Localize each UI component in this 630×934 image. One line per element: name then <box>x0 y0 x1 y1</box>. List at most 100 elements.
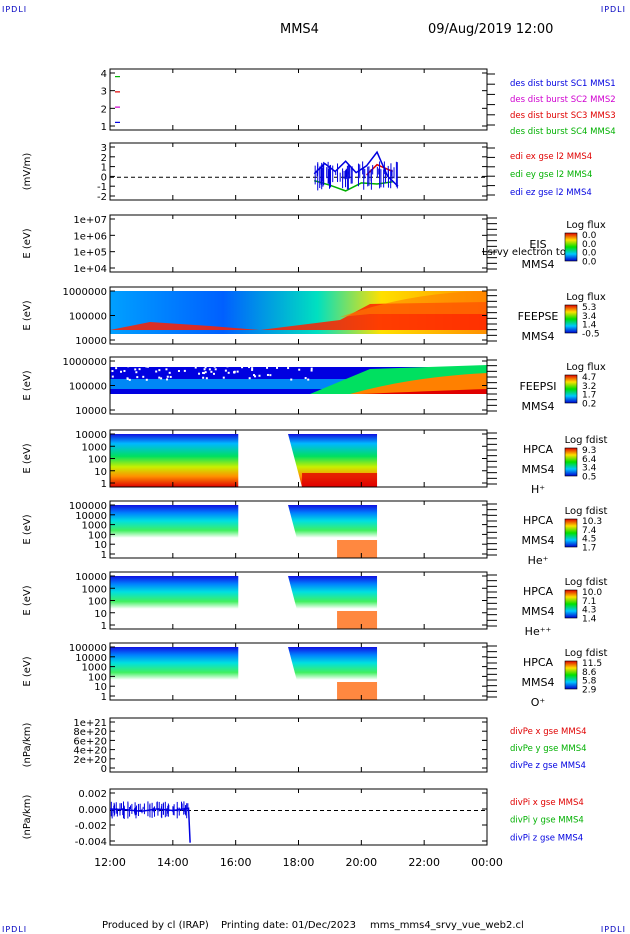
ytick-label: 0.000 <box>78 805 107 816</box>
feepsi-speckle <box>251 368 254 371</box>
ylabel: E (eV) <box>22 370 33 400</box>
cbar-tick: 6.4 <box>582 455 597 465</box>
feepsi-speckle <box>165 368 168 371</box>
colorbar <box>564 660 578 690</box>
panel-feepsi: 1000000 100000 10000 E (eV) FEEPSI MMS4 Log fl… <box>22 356 606 417</box>
feepsi-speckle <box>310 369 313 372</box>
ytick-label: 1 <box>101 163 107 174</box>
ytick-label: 4e+20 <box>73 746 107 757</box>
feepsi-speckle <box>177 370 180 373</box>
legend-entry: divPe x gse MMS4 <box>510 727 587 737</box>
spacecraft-title: MMS4 <box>280 22 319 37</box>
ytick-label: 10000 <box>75 511 107 522</box>
feepsi-speckle <box>142 375 145 378</box>
ytick-label: 1 <box>101 692 107 703</box>
ytick-label: 1000 <box>82 584 107 595</box>
colorbar <box>564 304 578 334</box>
legend-entry: divPe z gse MMS4 <box>510 761 586 771</box>
cbar-tick: 4.3 <box>582 606 596 616</box>
feepsi-speckle <box>203 372 206 375</box>
footer-printing: Printing date: 01/Dec/2023 <box>221 920 357 931</box>
corner-top-left: IPDLI <box>2 5 28 14</box>
feepsi-speckle <box>310 367 313 370</box>
feepsi-speckle <box>127 365 130 368</box>
ylabel: E (eV) <box>22 656 33 686</box>
feepsi-speckle <box>158 369 161 372</box>
xtick-label: 20:00 <box>345 856 377 869</box>
ylabel: E (eV) <box>22 443 33 473</box>
feepsi-speckle <box>136 376 139 379</box>
feepsi-speckle <box>128 378 131 381</box>
ytick-label: -2 <box>97 192 107 203</box>
corner-bottom-right: IPDLI <box>600 925 626 934</box>
panel-label: He⁺⁺ <box>525 625 552 638</box>
feepsi-speckle <box>233 371 236 374</box>
ytick-label: 10 <box>94 609 107 620</box>
colorbar <box>564 447 578 477</box>
cbar-title: Log fdist <box>565 577 608 588</box>
feepsi-speckle <box>145 378 148 381</box>
feepsi-speckle <box>212 372 215 375</box>
cbar-tick: 1.4 <box>582 614 597 624</box>
hpca-block-1 <box>110 505 239 558</box>
panel-label: H⁺ <box>531 483 545 496</box>
legend-entry: divPi y gse MMS4 <box>510 816 584 826</box>
ylabel: (nPa/km) <box>22 795 33 840</box>
cbar-tick: 1.4 <box>582 321 597 331</box>
feepsi-speckle <box>251 367 254 370</box>
ylabel: E (eV) <box>22 228 33 258</box>
panel-label: HPCA <box>523 656 554 669</box>
panel-burst: 4 3 2 1 des dist burst SC1 MMS1 des dist burs… <box>101 68 616 137</box>
corner-bottom-left: IPDLI <box>2 925 28 934</box>
ytick-label: 100 <box>88 672 107 683</box>
feepsi-speckle <box>298 368 301 371</box>
ytick-label: 1e+05 <box>73 248 107 259</box>
ytick-label: 10000 <box>75 336 107 347</box>
feepsi-speckle <box>134 368 137 371</box>
ytick-label: 100 <box>88 530 107 541</box>
feepsi-speckle <box>111 375 114 378</box>
xtick-label: 22:00 <box>408 856 440 869</box>
ytick-label: 1 <box>101 122 107 133</box>
hpca-block-1 <box>110 576 239 629</box>
panel-feepse: 1000000 100000 10000 E (eV) FEEPSE MMS4 Log fl… <box>22 286 606 347</box>
cbar-tick: 4.7 <box>582 373 596 383</box>
legend-entry: edi ey gse l2 MMS4 <box>510 170 592 180</box>
cbar-title: Log fdist <box>565 648 608 659</box>
feepsi-speckle <box>166 378 169 381</box>
ytick-label: 1 <box>101 479 107 490</box>
cbar-title: Log fdist <box>565 435 608 446</box>
ytick-label: 1000 <box>82 521 107 532</box>
feepsi-speckle <box>269 374 272 377</box>
ytick-label: 10000 <box>75 572 107 583</box>
ylabel: E (eV) <box>22 300 33 330</box>
feepsi-speckle <box>205 377 208 380</box>
cbar-tick: 0.0 <box>582 231 597 241</box>
feepsi-speckle <box>155 370 158 373</box>
panel-frame <box>109 142 488 201</box>
panel-label: HPCA <box>523 443 554 456</box>
cbar-tick: 0.0 <box>582 257 597 267</box>
feepsi-speckle <box>203 368 206 371</box>
cbar-title: Log fdist <box>565 506 608 517</box>
legend-entry: divPi z gse MMS4 <box>510 833 583 843</box>
cbar-tick: 7.4 <box>582 526 597 536</box>
panel-label: HPCA <box>523 585 554 598</box>
feepsi-speckle <box>169 375 172 378</box>
feepsi-speckle <box>226 365 229 368</box>
ytick-label: 100000 <box>69 382 107 393</box>
panel-label: FEEPSE <box>518 310 559 323</box>
feepsi-speckle <box>158 376 161 379</box>
xtick-label: 18:00 <box>283 856 315 869</box>
feepsi-speckle <box>123 369 126 372</box>
hpca-block-1 <box>110 434 239 487</box>
ytick-label: 8e+20 <box>73 727 107 738</box>
feepsi-mid <box>110 379 487 389</box>
feepsi-speckle <box>248 377 251 380</box>
feepsi-speckle <box>290 378 293 381</box>
